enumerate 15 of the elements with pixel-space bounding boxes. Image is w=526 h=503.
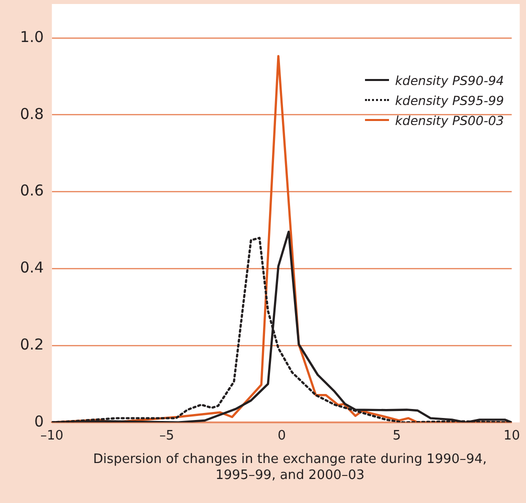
x-tick-label: –10: [40, 428, 64, 444]
y-tick-label: 0.6: [20, 182, 44, 200]
y-tick-label: 0: [34, 412, 44, 430]
x-tick-label: 10: [503, 428, 520, 444]
x-tick-label: 0: [278, 428, 286, 444]
y-tick-label: 0.4: [20, 258, 44, 277]
x-tick-label: 5: [392, 428, 401, 444]
y-tick-label: 0.2: [20, 335, 44, 354]
legend-label: kdensity PS90-94: [395, 72, 504, 88]
y-tick-label: 0.8: [20, 104, 44, 123]
y-tick-label: 1.0: [20, 28, 44, 46]
legend-label: kdensity PS95-99: [395, 92, 504, 108]
x-axis-title: Dispersion of changes in the exchange rate during 1990–94, 1995–99, and 2000–03: [92, 452, 488, 484]
legend-label: kdensity PS00-03: [395, 112, 504, 128]
x-tick-label: –5: [159, 428, 174, 444]
